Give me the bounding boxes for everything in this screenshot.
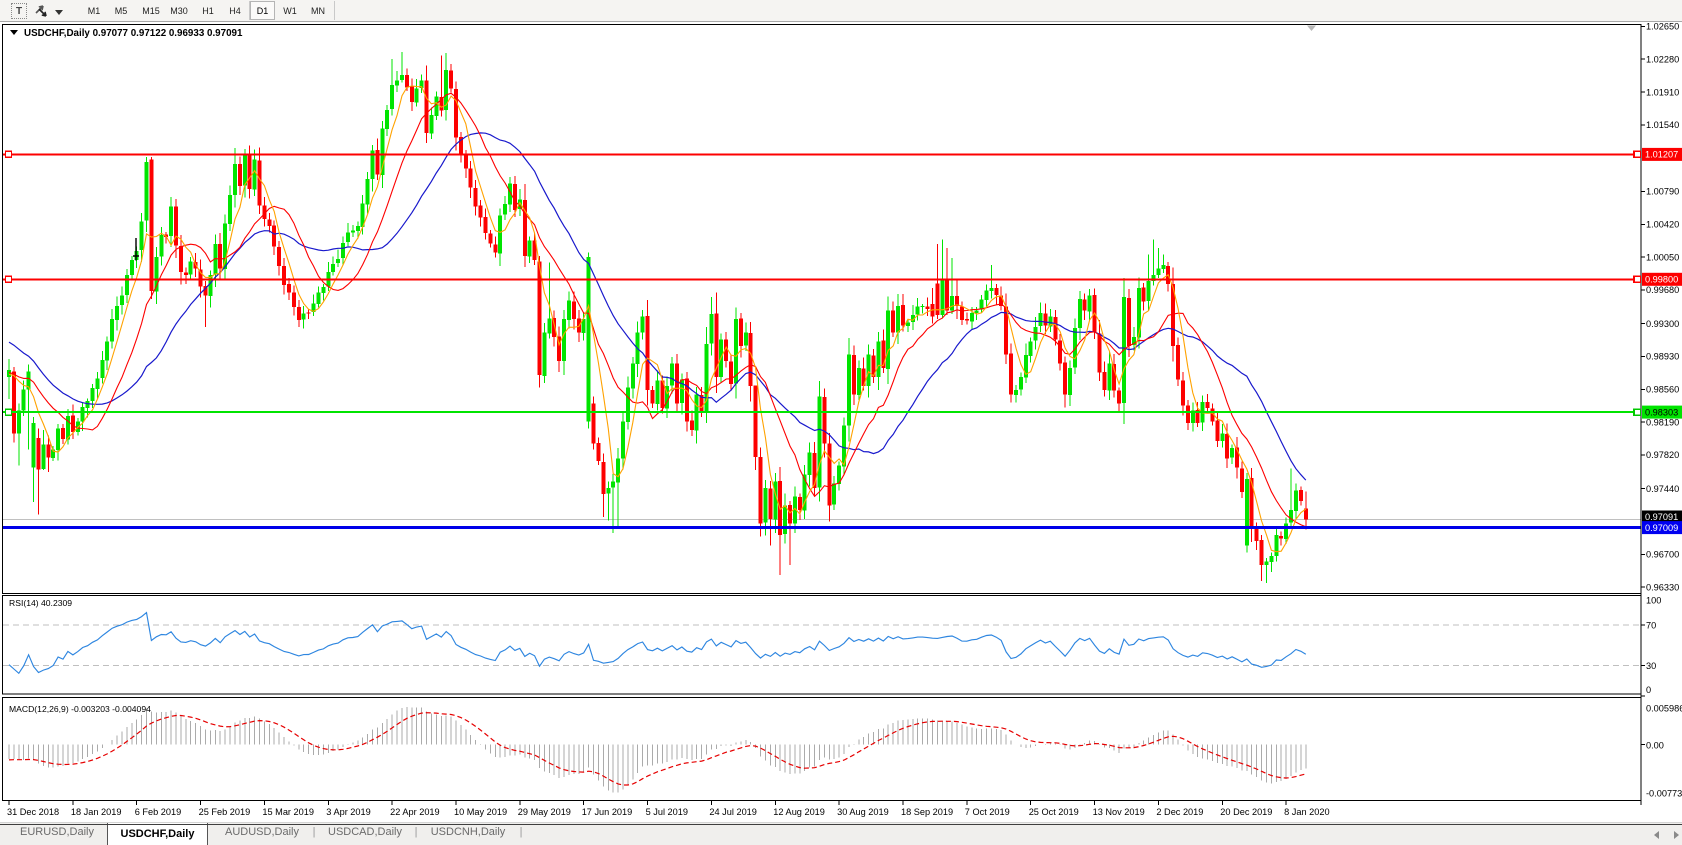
svg-text:0.00: 0.00 — [1646, 740, 1664, 750]
svg-text:1.01540: 1.01540 — [1646, 120, 1679, 130]
svg-text:USDCHF,Daily 0.97077 0.97122: USDCHF,Daily 0.97077 0.97122 0.96933 0.9… — [24, 28, 243, 39]
svg-text:29 May 2019: 29 May 2019 — [518, 807, 571, 817]
svg-text:0.97440: 0.97440 — [1646, 484, 1679, 494]
svg-text:10 May 2019: 10 May 2019 — [454, 807, 507, 817]
svg-text:70: 70 — [1646, 620, 1656, 630]
svg-text:0.97091: 0.97091 — [1645, 512, 1678, 522]
svg-text:0: 0 — [1646, 685, 1651, 695]
svg-text:25 Feb 2019: 25 Feb 2019 — [199, 807, 251, 817]
svg-text:18 Jan 2019: 18 Jan 2019 — [71, 807, 122, 817]
svg-text:8 Jan 2020: 8 Jan 2020 — [1284, 807, 1329, 817]
svg-text:100: 100 — [1646, 596, 1661, 606]
svg-text:18 Sep 2019: 18 Sep 2019 — [901, 807, 953, 817]
svg-text:1.00790: 1.00790 — [1646, 187, 1679, 197]
svg-text:0.99300: 0.99300 — [1646, 319, 1679, 329]
svg-text:30 Aug 2019: 30 Aug 2019 — [837, 807, 889, 817]
svg-text:31 Dec 2018: 31 Dec 2018 — [7, 807, 59, 817]
svg-text:30: 30 — [1646, 661, 1656, 671]
svg-text:1.01910: 1.01910 — [1646, 87, 1679, 97]
svg-text:2 Dec 2019: 2 Dec 2019 — [1156, 807, 1203, 817]
svg-text:3 Apr 2019: 3 Apr 2019 — [326, 807, 370, 817]
svg-text:0.99680: 0.99680 — [1646, 285, 1679, 295]
svg-text:7 Oct 2019: 7 Oct 2019 — [965, 807, 1010, 817]
svg-text:0.97820: 0.97820 — [1646, 450, 1679, 460]
svg-text:MACD(12,26,9) -0.003203 -0.004: MACD(12,26,9) -0.003203 -0.004094 — [9, 704, 151, 714]
svg-text:0.005986: 0.005986 — [1646, 704, 1682, 714]
svg-text:0.97009: 0.97009 — [1645, 523, 1678, 533]
svg-text:5 Jul 2019: 5 Jul 2019 — [646, 807, 688, 817]
svg-text:6 Feb 2019: 6 Feb 2019 — [135, 807, 182, 817]
svg-text:22 Apr 2019: 22 Apr 2019 — [390, 807, 440, 817]
svg-text:0.96700: 0.96700 — [1646, 550, 1679, 560]
svg-text:RSI(14) 40.2309: RSI(14) 40.2309 — [9, 598, 72, 608]
svg-text:1.02650: 1.02650 — [1646, 22, 1679, 32]
svg-text:0.98560: 0.98560 — [1646, 385, 1679, 395]
svg-text:13 Nov 2019: 13 Nov 2019 — [1093, 807, 1145, 817]
svg-text:1.01207: 1.01207 — [1645, 150, 1678, 160]
svg-text:0.98930: 0.98930 — [1646, 352, 1679, 362]
svg-text:25 Oct 2019: 25 Oct 2019 — [1029, 807, 1079, 817]
svg-text:1.00420: 1.00420 — [1646, 220, 1679, 230]
svg-text:24 Jul 2019: 24 Jul 2019 — [709, 807, 757, 817]
svg-text:15 Mar 2019: 15 Mar 2019 — [262, 807, 314, 817]
svg-text:12 Aug 2019: 12 Aug 2019 — [773, 807, 825, 817]
svg-text:20 Dec 2019: 20 Dec 2019 — [1220, 807, 1272, 817]
svg-text:17 Jun 2019: 17 Jun 2019 — [582, 807, 633, 817]
svg-text:1.00050: 1.00050 — [1646, 252, 1679, 262]
svg-text:0.96330: 0.96330 — [1646, 582, 1679, 592]
svg-text:0.99800: 0.99800 — [1645, 275, 1678, 285]
svg-text:-0.007732: -0.007732 — [1646, 789, 1682, 799]
svg-text:0.98190: 0.98190 — [1646, 417, 1679, 427]
svg-text:1.02280: 1.02280 — [1646, 54, 1679, 64]
svg-text:0.98303: 0.98303 — [1645, 407, 1678, 417]
